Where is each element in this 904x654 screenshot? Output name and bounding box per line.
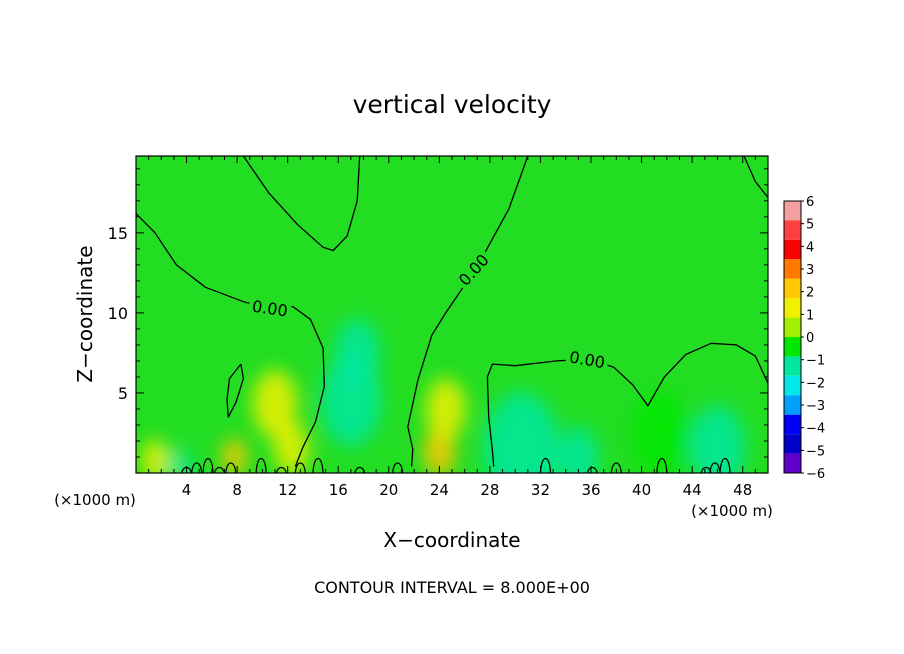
colorbar-swatch-11 [784,395,801,415]
colorbar-label-9: −2 [806,376,825,391]
colorbar-swatch-2 [784,220,801,240]
x-tick-label-24: 24 [430,481,449,499]
x-unit-label-left: (×1000 m) [54,491,136,509]
colorbar-label-4: 3 [806,263,814,278]
colorbar-label-12: −5 [806,444,825,459]
surface-contour-8 [294,462,306,473]
colorbar-swatch-9 [784,356,801,376]
colorbar-swatch-1 [784,201,801,221]
colorbar-swatch-8 [784,337,801,357]
colorbar-swatch-12 [784,414,801,435]
velocity-cell-10 [483,392,560,473]
x-tick-label-16: 16 [329,481,348,499]
chart-title: vertical velocity [353,90,552,119]
colorbar-label-7: 0 [806,331,814,346]
colorbar-label-8: −1 [806,354,825,369]
colorbar-swatch-5 [784,278,801,299]
zero-contour-3 [242,156,361,252]
y-tick-label-5: 5 [118,384,128,403]
x-tick-label-32: 32 [531,481,550,499]
colorbar-label-2: 5 [806,218,814,233]
x-axis-label: X−coordinate [383,528,520,552]
surface-contour-3 [202,457,214,473]
x-tick-label-12: 12 [278,481,297,499]
x-tick-label-8: 8 [232,481,242,499]
y-tick-label-10: 10 [108,304,128,323]
y-tick-label-15: 15 [108,224,128,243]
colorbar-label-5: 2 [806,286,814,301]
x-tick-label-40: 40 [632,481,651,499]
colorbar-label-3: 4 [806,240,814,255]
colorbar-swatch-4 [784,259,801,279]
zero-contour-6 [486,342,768,467]
zero-contour-2 [226,363,245,418]
zero-contour-1 [136,213,325,467]
x-axis: 4 8 12 16 20 24 28 32 36 40 44 48 [148,156,756,499]
x-unit-label-right: (×1000 m) [691,502,773,520]
colorbar-swatch-13 [784,434,801,454]
colorbar-swatch-3 [784,239,801,260]
velocity-cell-2 [168,449,192,473]
surface-contour-11 [392,462,404,473]
colorbar-label-13: −6 [806,467,825,482]
colorbar-swatch-10 [784,375,801,396]
surface-contour-5 [225,462,237,473]
surface-contour-2 [191,462,203,473]
velocity-cell-9 [425,378,466,440]
colorbar-label-10: −3 [806,399,825,414]
colorbar-label-6: 1 [806,308,814,323]
velocity-cell-12 [689,405,746,473]
contour-labels: 0.000.000.00 [247,248,610,372]
x-tick-label-28: 28 [480,481,499,499]
colorbar-swatch-14 [784,453,801,473]
colorbar-label-11: −4 [806,422,825,437]
velocity-cell-7 [334,318,380,388]
colorbar-swatch-6 [784,298,801,318]
velocity-cell-13 [632,391,689,473]
y-axis-label: Z−coordinate [73,245,97,382]
x-tick-label-20: 20 [379,481,398,499]
colorbar: 6 5 4 3 2 1 0 −1 −2 −3 −4 −5 −6 [783,195,825,482]
velocity-cell-4 [252,370,298,439]
x-tick-label-36: 36 [581,481,600,499]
contour-lines [136,156,768,467]
surface-contour-6 [255,457,267,473]
velocity-cell-1 [141,439,169,473]
y-axis: 5 10 15 [108,168,768,458]
x-tick-label-4: 4 [182,481,192,499]
zero-contour-5 [743,156,768,199]
velocity-cell-11 [558,426,599,473]
x-tick-label-44: 44 [683,481,702,499]
x-tick-label-48: 48 [733,481,752,499]
contour-label-1: 0.00 [251,297,289,321]
plot-area: 0.000.000.00 [135,155,769,474]
surface-contour-14 [610,462,622,473]
colorbar-label-1: 6 [806,195,814,210]
zero-contour-4 [407,156,529,467]
contour-interval-note: CONTOUR INTERVAL = 8.000E+00 [314,578,590,597]
velocity-cell-5 [273,422,310,473]
velocity-field [141,318,746,473]
colorbar-swatch-7 [784,317,801,337]
